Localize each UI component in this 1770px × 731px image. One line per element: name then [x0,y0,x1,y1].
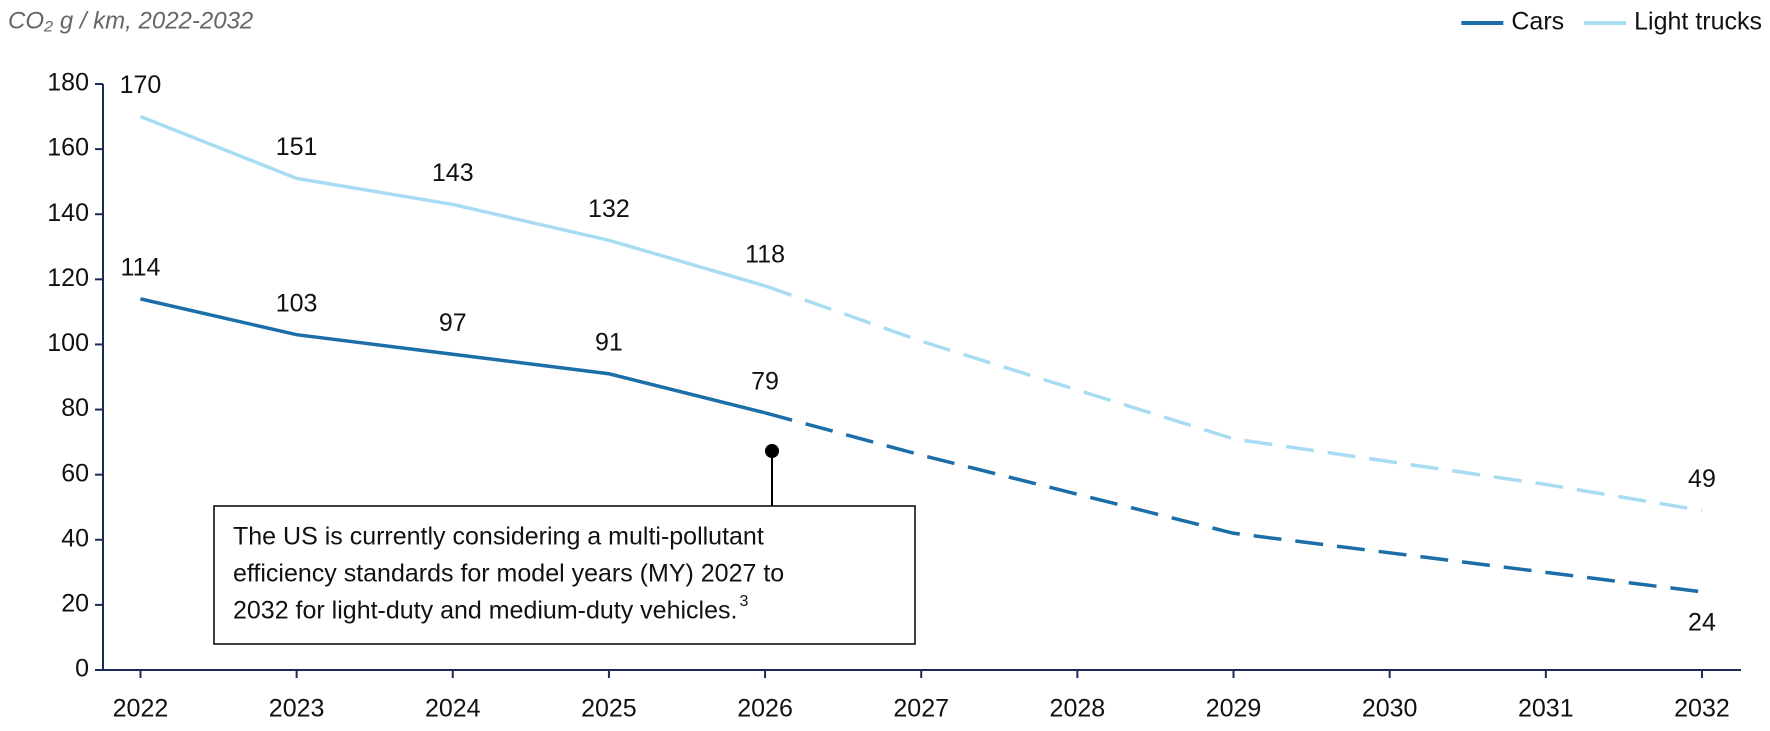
x-tick-label: 2030 [1362,695,1418,723]
data-label: 151 [276,133,318,161]
y-tick-label: 60 [61,459,89,487]
data-label: 170 [120,71,162,99]
annotation-text: 2032 for light-duty and medium-duty vehi… [233,597,737,625]
y-tick-label: 160 [47,134,89,162]
y-tick-label: 140 [47,199,89,227]
data-label: 24 [1688,608,1716,636]
series-line [139,114,766,288]
y-tick-label: 20 [61,589,89,617]
annotation-dot [765,444,779,458]
annotation-text: The US is currently considering a multi-… [233,523,764,551]
legend-label: Light trucks [1634,8,1762,36]
projection-line [764,411,1703,594]
data-label: 132 [588,195,630,223]
annotation-footnote: 3 [739,593,748,610]
data-label: 103 [276,289,318,317]
y-tick-label: 120 [47,264,89,292]
annotation-box [213,505,916,645]
data-label: 118 [745,240,785,268]
x-tick-label: 2025 [581,695,637,723]
y-tick-label: 0 [75,655,89,683]
series-line [140,297,766,415]
y-tick-label: 80 [61,394,89,422]
data-label: 97 [439,309,467,337]
x-tick-label: 2026 [737,695,793,723]
data-label: 114 [121,253,161,281]
data-label: 49 [1688,465,1716,493]
data-label: 79 [751,367,779,395]
x-tick-label: 2031 [1518,695,1574,723]
data-label: 143 [432,159,474,187]
y-tick-label: 40 [61,524,89,552]
legend-label: Cars [1511,8,1564,36]
data-label: 91 [595,328,623,356]
x-tick-label: 2028 [1050,695,1106,723]
y-tick-label: 100 [47,329,89,357]
x-tick-label: 2023 [269,695,325,723]
projection-line [764,284,1703,513]
x-tick-label: 2027 [893,695,949,723]
x-tick-label: 2024 [425,695,481,723]
annotation-text: efficiency standards for model years (MY… [233,560,784,588]
chart-subtitle: CO₂ g / km, 2022-2032 [8,7,253,34]
x-tick-label: 2032 [1674,695,1730,723]
x-tick-label: 2022 [113,695,169,723]
y-tick-label: 180 [47,69,89,97]
x-tick-label: 2029 [1206,695,1262,723]
